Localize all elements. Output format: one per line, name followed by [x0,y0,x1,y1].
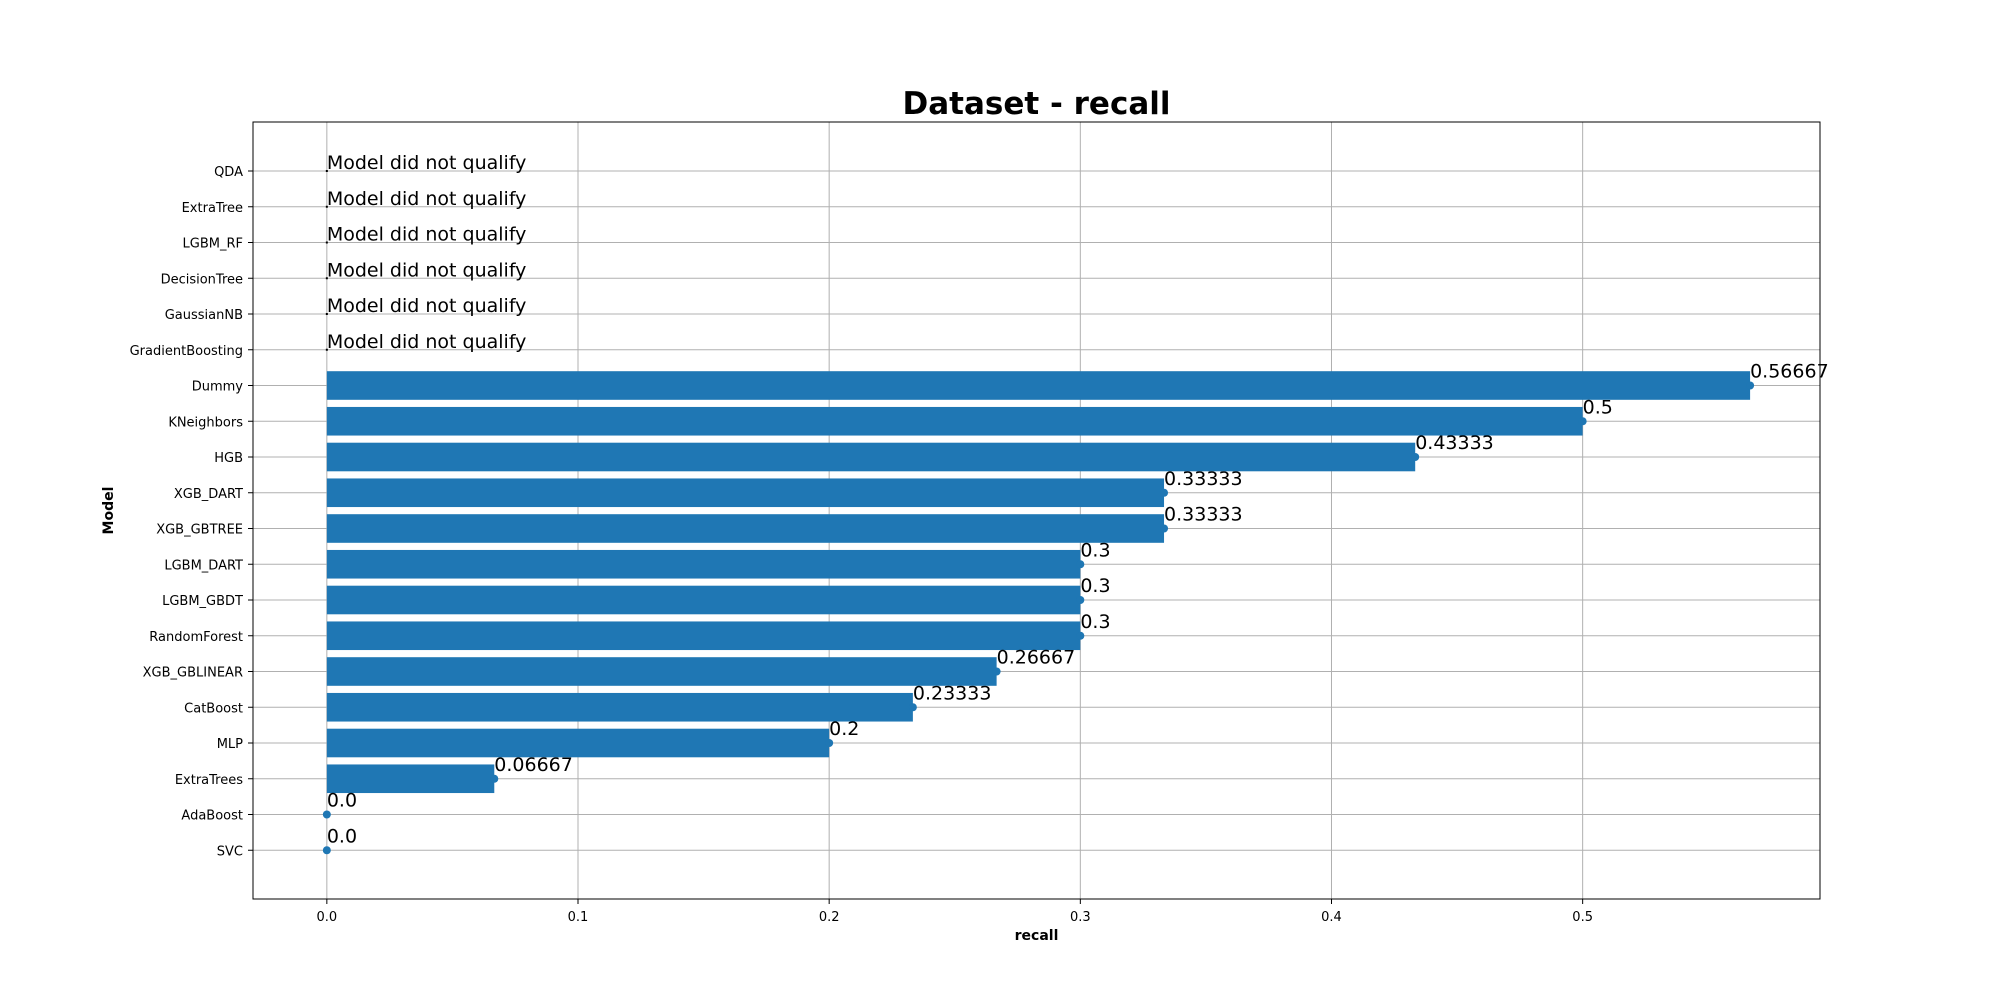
y-tick-label: RandomForest [149,630,243,645]
bar [326,728,830,758]
value-label: 0.33333 [1164,504,1243,526]
value-label: Model did not qualify [327,295,527,317]
y-tick-label: GradientBoosting [130,344,243,359]
bar [326,514,1165,543]
bar-end-marker [490,774,499,783]
value-label: 0.3 [1080,611,1110,633]
bar-end-marker [322,846,331,855]
bar-end-marker [825,739,834,747]
value-label: Model did not qualify [327,152,527,174]
y-tick-label: ExtraTrees [175,773,243,788]
bar-end-marker [322,810,331,819]
value-label: 0.3 [1080,539,1110,561]
bar [326,406,1583,436]
y-tick-label: CatBoost [184,701,243,716]
y-tick-label: GaussianNB [165,308,243,323]
x-tick-label: 0.3 [1070,910,1091,925]
bar [326,621,1081,651]
value-label: 0.23333 [913,682,992,704]
y-axis-ticks: QDA ExtraTree LGBM_RF DecisionTree GaussianN… [130,165,253,859]
value-label: Model did not qualify [327,188,527,210]
bars [322,170,1755,855]
bar [326,371,1751,400]
value-labels: Model did not qualify Model did not quali… [327,152,1829,847]
x-tick-label: 0.1 [568,910,589,925]
value-label: 0.0 [327,825,357,847]
y-tick-label: XGB_GBLINEAR [143,666,243,681]
bar [326,657,997,686]
value-label: 0.26667 [997,647,1076,669]
y-tick-label: ExtraTree [182,201,243,216]
bar [326,478,1165,508]
value-label: Model did not qualify [327,331,527,353]
y-tick-label: DecisionTree [161,272,243,287]
y-tick-label: XGB_GBTREE [156,523,243,538]
y-tick-label: AdaBoost [181,809,243,824]
x-tick-label: 0.0 [316,910,337,925]
value-label: 0.5 [1583,396,1613,418]
x-tick-label: 0.2 [819,910,840,925]
bar [326,764,495,794]
x-tick-label: 0.4 [1321,910,1342,925]
value-label: 0.43333 [1415,432,1494,454]
value-label: 0.56667 [1750,361,1829,383]
y-axis-title: Model [101,487,117,535]
x-tick-label: 0.5 [1572,910,1593,925]
y-tick-label: KNeighbors [168,415,243,430]
y-tick-label: QDA [214,165,243,180]
bar-end-marker [908,703,917,712]
value-label: Model did not qualify [327,259,527,281]
y-tick-label: Dummy [192,380,244,395]
y-tick-label: LGBM_DART [164,558,243,573]
value-label: 0.33333 [1164,468,1243,490]
value-label: Model did not qualify [327,224,527,246]
chart-title: Dataset - recall [903,86,1171,122]
bar-end-marker [1076,560,1085,569]
plot-frame [252,121,1821,900]
value-label: 0.2 [829,718,859,740]
bar [326,549,1081,579]
value-label: 0.06667 [494,754,573,776]
y-tick-label: XGB_DART [174,487,243,502]
value-label: 0.3 [1080,575,1110,597]
y-tick-label: HGB [214,451,243,466]
bar-end-marker [1160,488,1169,497]
y-tick-label: LGBM_RF [183,237,243,252]
bar-end-marker [1076,596,1085,604]
bar [326,442,1416,472]
bar-end-marker [1076,631,1085,640]
y-tick-label: MLP [217,737,243,752]
bar [326,692,913,722]
value-label: 0.0 [327,790,357,812]
x-axis-ticks: 0.0 0.1 0.2 0.3 0.4 0.5 [316,899,1593,925]
y-tick-label: SVC [217,844,243,859]
bar-end-marker [992,667,1001,676]
x-axis-title: recall [1015,928,1059,944]
bar-end-marker [1411,453,1420,461]
bar [326,585,1081,615]
bar-end-marker [1160,524,1169,533]
bar-end-marker [1746,381,1755,390]
y-tick-label: LGBM_GBDT [162,594,243,609]
bar-end-marker [1578,417,1587,426]
